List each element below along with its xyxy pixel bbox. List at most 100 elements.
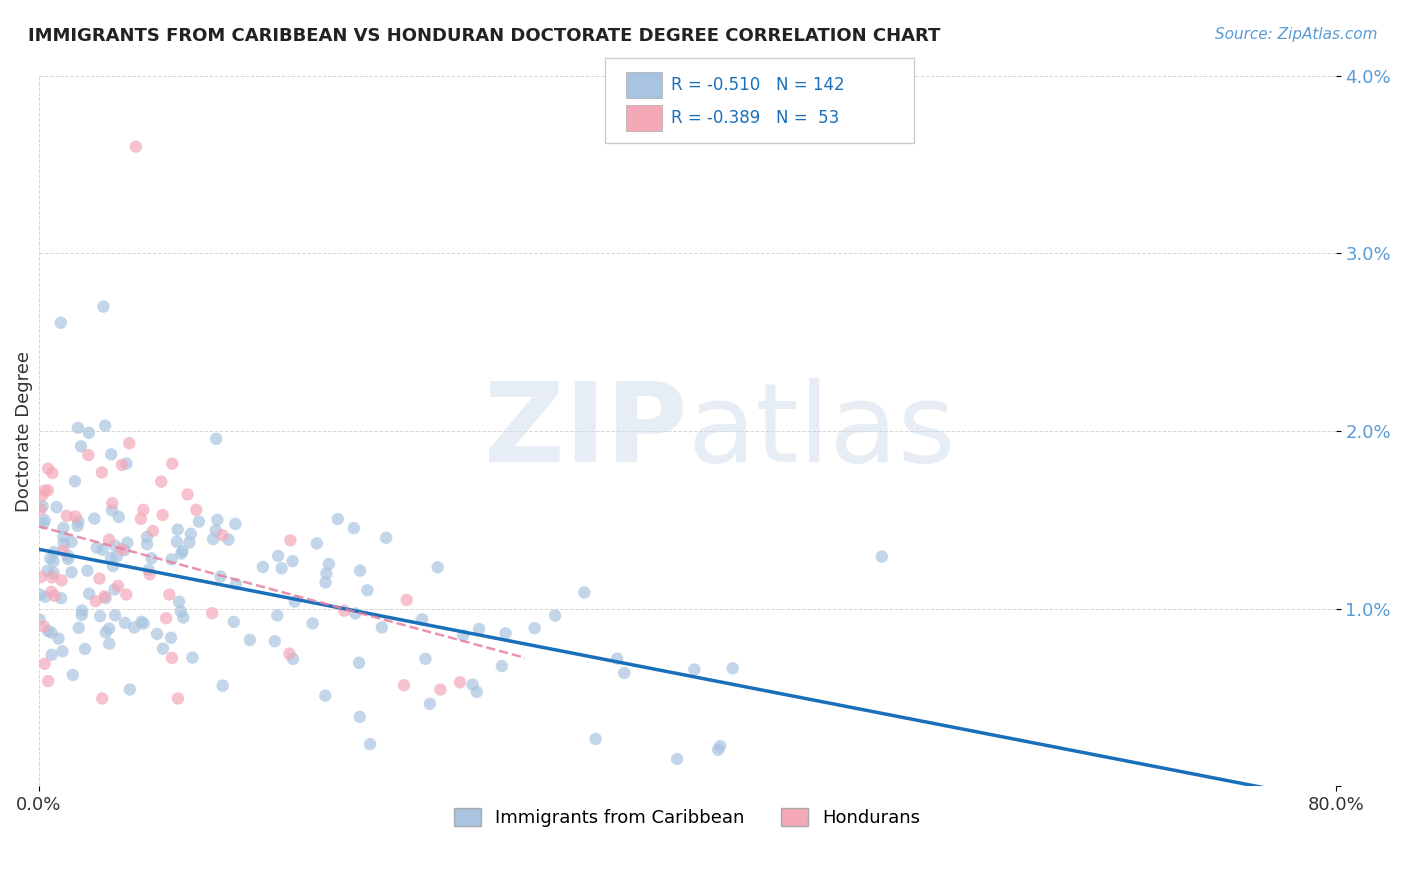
Point [37,461,59,475]
Point [100,550,122,565]
Point [870,549,893,564]
Point [252,560,274,574]
Point [132,616,155,631]
Point [461,678,484,692]
Point [37,483,59,498]
Point [395,593,418,607]
Point [167,595,190,609]
Point [105,549,128,564]
Point [62,668,84,682]
Point [375,531,398,545]
Point [42,554,65,568]
Point [93,300,115,314]
Point [270,561,292,575]
Point [392,678,415,692]
Point [721,661,744,675]
Point [30,570,52,584]
Point [160,631,183,645]
Point [613,665,636,680]
Point [181,650,204,665]
Point [118,436,141,450]
Point [138,563,160,577]
Point [449,675,471,690]
Point [347,656,370,670]
Text: atlas: atlas [688,377,956,484]
Point [207,513,229,527]
Point [278,647,301,661]
Point [101,503,124,517]
Point [52,521,75,535]
Point [37,564,59,578]
Point [84,594,107,608]
Point [118,682,141,697]
Point [51,591,73,606]
Point [125,139,148,153]
Point [280,533,302,548]
Point [359,737,381,751]
Point [222,615,245,629]
Point [67,515,90,529]
Point [34,513,56,527]
Point [60,535,83,549]
Point [281,652,304,666]
Point [152,641,174,656]
Text: R = -0.510   N = 142: R = -0.510 N = 142 [671,76,844,94]
Point [103,582,125,597]
Point [86,541,108,555]
Point [606,651,628,665]
Point [523,621,546,635]
Point [162,457,184,471]
Point [93,590,115,604]
Point [73,641,96,656]
Point [41,625,63,640]
Point [42,566,65,580]
Point [41,466,63,480]
Point [349,710,371,724]
Point [31,500,53,514]
Point [138,567,160,582]
Legend: Immigrants from Caribbean, Hondurans: Immigrants from Caribbean, Hondurans [447,800,928,834]
Point [65,509,87,524]
Point [426,560,449,574]
Point [44,589,66,603]
Point [98,637,121,651]
Point [56,549,79,563]
Point [495,626,517,640]
Point [100,447,122,461]
Point [343,521,366,535]
Point [224,516,246,531]
Point [344,607,367,621]
Point [94,591,117,605]
Point [180,526,202,541]
Point [77,448,100,462]
Point [349,564,371,578]
Y-axis label: Doctorate Degree: Doctorate Degree [15,351,32,511]
Point [707,743,730,757]
Point [160,552,183,566]
Point [186,502,208,516]
Point [48,632,70,646]
Point [209,569,232,583]
Point [318,557,340,571]
Point [101,559,124,574]
Point [41,570,63,584]
Point [225,577,247,591]
Point [202,532,225,546]
Point [45,500,67,515]
Point [111,542,134,557]
Point [315,566,337,581]
Point [114,615,136,630]
Point [115,457,138,471]
Point [205,432,228,446]
Point [32,516,55,531]
Point [37,673,59,688]
Point [107,579,129,593]
Point [172,610,194,624]
Point [179,535,201,549]
Point [32,619,55,633]
Point [77,587,100,601]
Point [132,503,155,517]
Point [683,663,706,677]
Point [136,537,159,551]
Point [117,535,139,549]
